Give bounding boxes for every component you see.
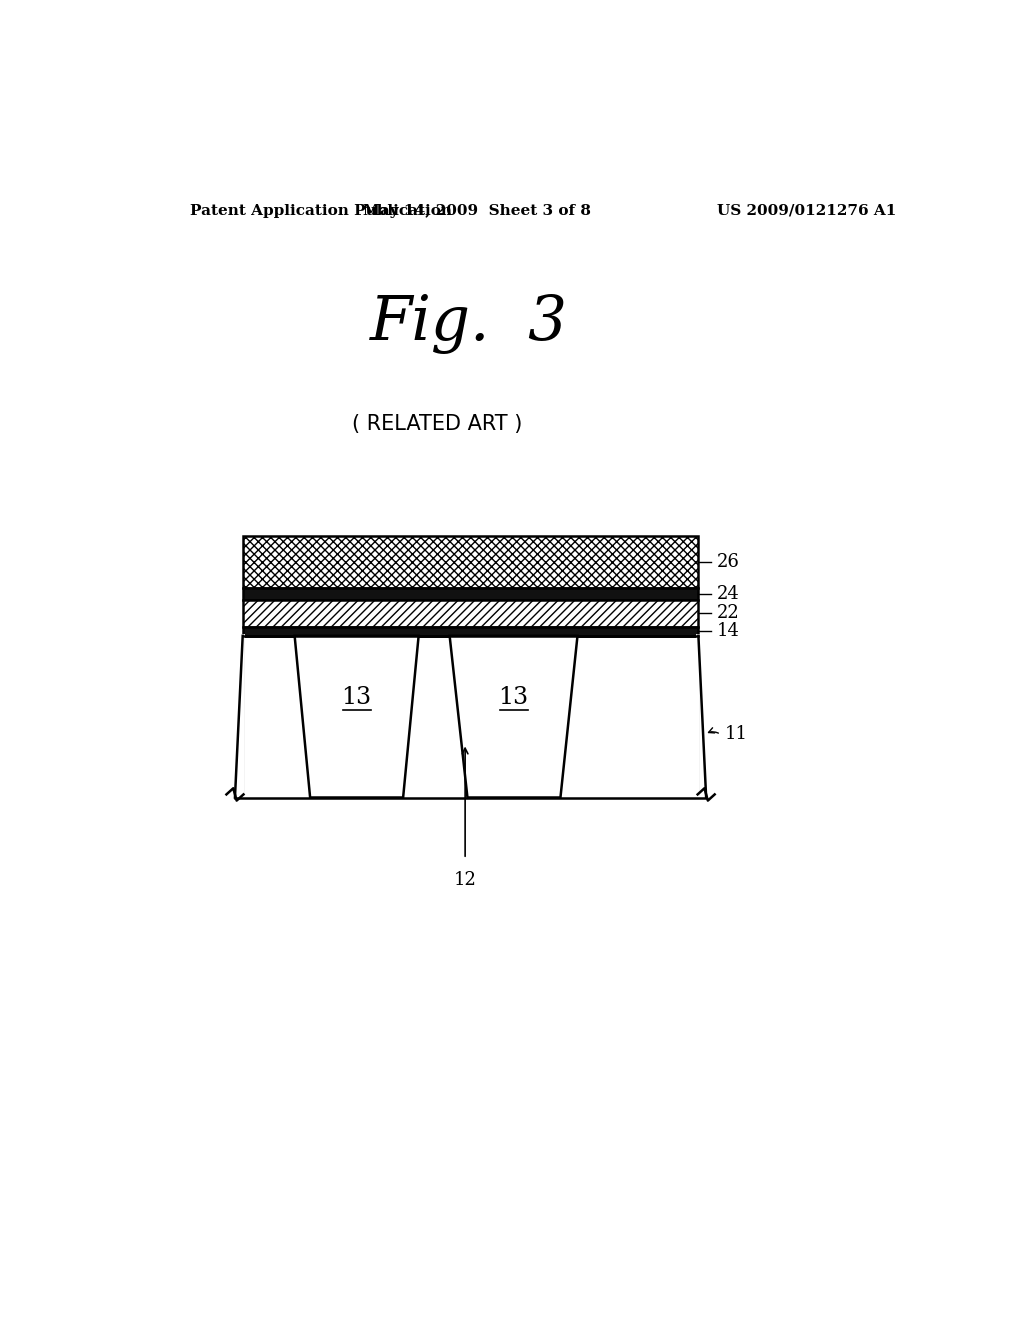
Text: May 14, 2009  Sheet 3 of 8: May 14, 2009 Sheet 3 of 8 xyxy=(364,203,591,218)
Text: 24: 24 xyxy=(717,585,739,603)
Text: Fig.  3: Fig. 3 xyxy=(371,294,568,354)
Bar xyxy=(243,536,698,589)
Bar xyxy=(243,601,698,627)
Text: 12: 12 xyxy=(454,871,476,888)
Bar xyxy=(243,627,698,636)
Text: Patent Application Publication: Patent Application Publication xyxy=(190,203,452,218)
Text: ( RELATED ART ): ( RELATED ART ) xyxy=(352,414,522,434)
Polygon shape xyxy=(450,636,578,797)
Polygon shape xyxy=(295,636,419,797)
Bar xyxy=(243,636,698,797)
Text: 13: 13 xyxy=(499,686,528,709)
Text: 26: 26 xyxy=(717,553,740,570)
Text: US 2009/0121276 A1: US 2009/0121276 A1 xyxy=(717,203,896,218)
Text: 22: 22 xyxy=(717,605,739,623)
Text: 13: 13 xyxy=(342,686,372,709)
Text: 14: 14 xyxy=(717,622,740,640)
Bar xyxy=(243,589,698,601)
Text: 11: 11 xyxy=(725,726,748,743)
